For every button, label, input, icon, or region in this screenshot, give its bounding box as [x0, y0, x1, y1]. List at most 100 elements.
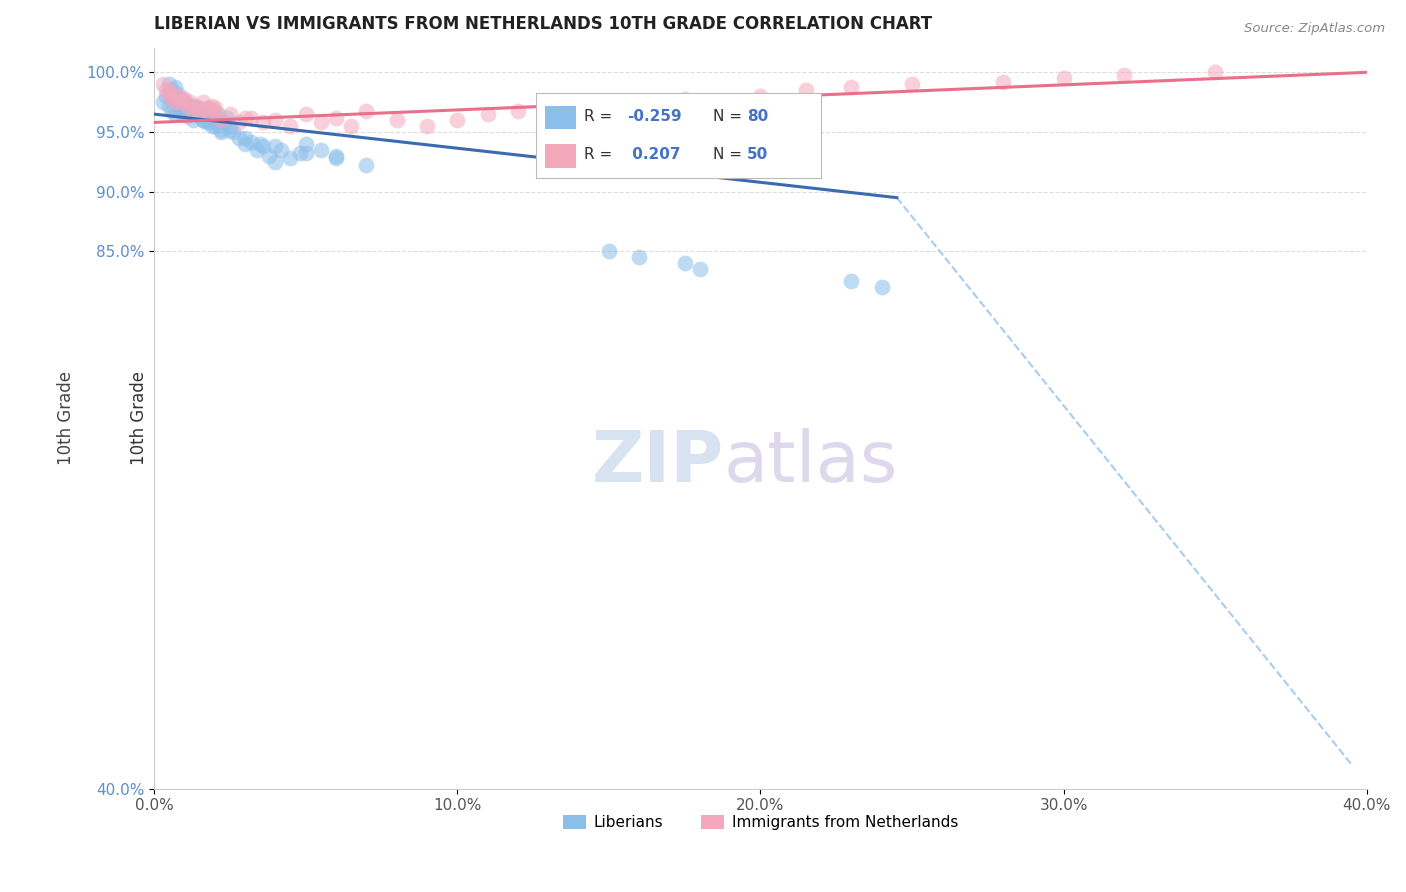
- Point: [215, 111, 238, 125]
- Point: [218, 119, 240, 133]
- Point: [567, 99, 589, 113]
- Point: [191, 107, 214, 121]
- Point: [173, 103, 195, 118]
- Point: [416, 119, 439, 133]
- Point: [325, 151, 347, 165]
- Point: [155, 83, 177, 97]
- Point: [477, 107, 499, 121]
- Point: [183, 113, 205, 128]
- Point: [176, 110, 198, 124]
- Point: [870, 280, 893, 294]
- Legend: Liberians, Immigrants from Netherlands: Liberians, Immigrants from Netherlands: [557, 809, 965, 837]
- Point: [340, 119, 363, 133]
- Point: [194, 115, 217, 129]
- Point: [204, 115, 226, 129]
- Point: [170, 106, 193, 120]
- Point: [1204, 65, 1226, 79]
- Point: [673, 92, 696, 106]
- Point: [201, 119, 224, 133]
- Point: [209, 122, 232, 136]
- Point: [173, 95, 195, 110]
- Point: [173, 95, 195, 110]
- Point: [165, 107, 187, 121]
- Point: [157, 99, 180, 113]
- Point: [188, 103, 211, 118]
- Point: [233, 111, 256, 125]
- Point: [628, 95, 651, 110]
- Point: [176, 99, 198, 113]
- Point: [222, 125, 245, 139]
- Point: [201, 99, 224, 113]
- Point: [207, 107, 229, 121]
- Point: [598, 244, 620, 259]
- Point: [186, 101, 208, 115]
- Point: [152, 77, 174, 91]
- Point: [197, 111, 219, 125]
- Point: [170, 101, 193, 115]
- Point: [170, 92, 193, 106]
- Point: [176, 101, 198, 115]
- Point: [160, 83, 183, 97]
- Point: [191, 113, 214, 128]
- Point: [264, 139, 287, 153]
- Point: [167, 99, 190, 113]
- Point: [165, 95, 187, 110]
- Point: [270, 143, 292, 157]
- Point: [179, 99, 201, 113]
- Point: [294, 107, 316, 121]
- Point: [173, 92, 195, 106]
- Point: [167, 101, 190, 115]
- Point: [204, 110, 226, 124]
- Point: [749, 89, 772, 103]
- Point: [257, 149, 280, 163]
- Point: [183, 103, 205, 118]
- Point: [673, 256, 696, 270]
- Point: [197, 115, 219, 129]
- Point: [204, 119, 226, 133]
- Point: [157, 77, 180, 91]
- Point: [294, 136, 316, 151]
- Point: [991, 75, 1014, 89]
- Point: [165, 79, 187, 94]
- Y-axis label: 10th Grade: 10th Grade: [58, 371, 75, 466]
- Point: [167, 87, 190, 101]
- Point: [194, 101, 217, 115]
- Point: [188, 101, 211, 115]
- Point: [228, 131, 250, 145]
- Point: [288, 146, 311, 161]
- Point: [218, 107, 240, 121]
- Text: ZIP: ZIP: [592, 428, 724, 498]
- Point: [628, 250, 651, 264]
- Point: [176, 99, 198, 113]
- Point: [160, 103, 183, 118]
- Point: [160, 92, 183, 106]
- Point: [209, 125, 232, 139]
- Point: [204, 103, 226, 118]
- Point: [506, 103, 529, 118]
- Point: [446, 113, 468, 128]
- Point: [252, 139, 274, 153]
- Point: [197, 107, 219, 121]
- Point: [155, 89, 177, 103]
- Point: [179, 95, 201, 110]
- Point: [204, 101, 226, 115]
- Point: [240, 135, 263, 149]
- Point: [841, 274, 863, 288]
- Point: [157, 87, 180, 101]
- Point: [240, 111, 263, 125]
- Point: [173, 92, 195, 106]
- Text: LIBERIAN VS IMMIGRANTS FROM NETHERLANDS 10TH GRADE CORRELATION CHART: LIBERIAN VS IMMIGRANTS FROM NETHERLANDS …: [155, 15, 932, 33]
- Point: [183, 103, 205, 118]
- Point: [264, 113, 287, 128]
- Point: [325, 111, 347, 125]
- Point: [309, 143, 332, 157]
- Point: [212, 115, 235, 129]
- Point: [264, 154, 287, 169]
- Point: [157, 83, 180, 97]
- Point: [179, 107, 201, 121]
- Point: [188, 103, 211, 118]
- Point: [191, 113, 214, 128]
- Point: [183, 99, 205, 113]
- Point: [197, 101, 219, 115]
- Point: [249, 136, 271, 151]
